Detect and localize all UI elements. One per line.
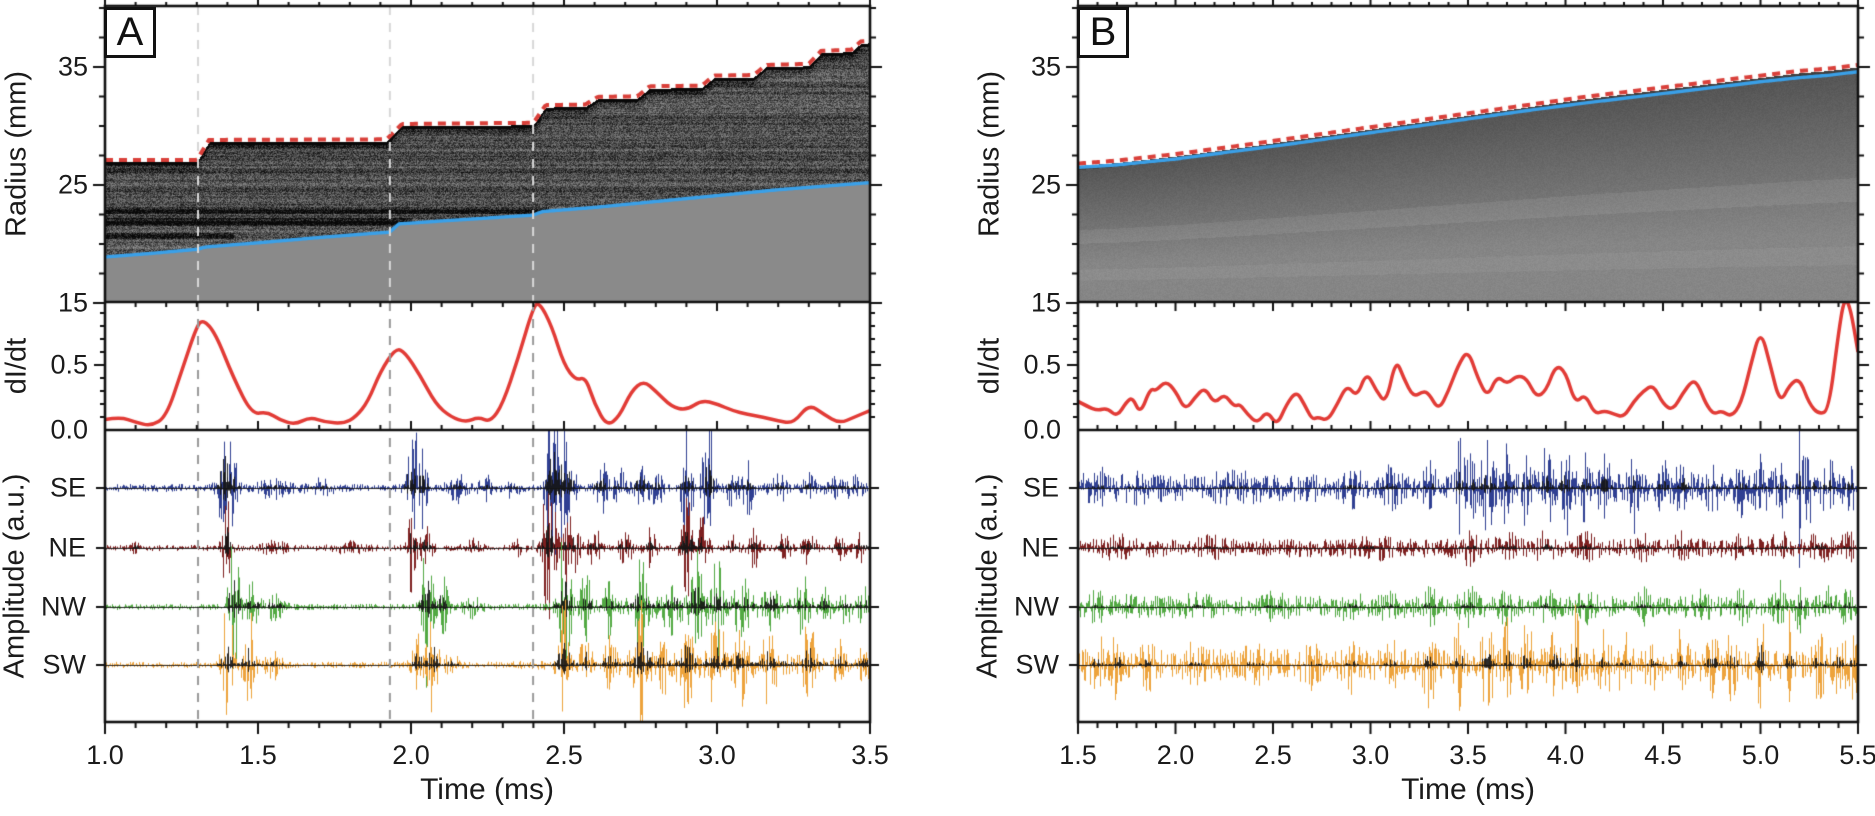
panel-b-time-tick-4.5: 4.5 (1644, 740, 1682, 770)
panel-a-didt-axis-label: dI/dt (0, 337, 33, 395)
panel-b-radius-axis-label: Radius (mm) (973, 71, 1006, 237)
panel-a-label-box: A (104, 7, 156, 58)
panel-b-label-box: B (1077, 7, 1129, 58)
panel-a-trace-label-sw: SW (42, 649, 87, 680)
panel-a-time-axis-label: Time (ms) (420, 773, 554, 806)
panel-b-trace-label-nw: NW (1014, 591, 1059, 622)
panel-a-radius-tick-15: 15 (57, 287, 88, 318)
panel-b-time-tick-5: 5.0 (1741, 740, 1780, 770)
panel-a-radius-tick-25: 25 (57, 169, 88, 200)
panel-b-trace-label-ne: NE (1021, 532, 1059, 563)
panel-a-radius-axis-label: Radius (mm) (0, 71, 33, 237)
panel-b-trace-label-sw: SW (1015, 649, 1060, 680)
panel-b-radius-tick-15: 15 (1030, 287, 1061, 318)
panel-a-time-tick-2.5: 2.5 (545, 740, 583, 770)
panel-a-didt-tick-0: 0.0 (50, 414, 88, 445)
panel-a-amplitude-axis-label: Amplitude (a.u.) (0, 473, 31, 679)
panel-b-time-tick-2.5: 2.5 (1254, 740, 1292, 770)
panel-b-time-tick-3.5: 3.5 (1449, 740, 1487, 770)
panel-b-time-tick-4: 4.0 (1546, 740, 1585, 770)
panel-b-time-tick-5.5: 5.5 (1839, 740, 1875, 770)
panel-a-radius-tick-35: 35 (57, 51, 88, 82)
panel-b-trace-label-se: SE (1022, 472, 1059, 503)
panel-a-label: A (116, 10, 144, 54)
panel-a-trace-label-se: SE (49, 472, 86, 503)
panel-a-trace-label-ne: NE (48, 532, 86, 563)
panel-b-amplitude-axis-label: Amplitude (a.u.) (971, 473, 1004, 679)
panel-b-didt-tick-0: 0.0 (1023, 414, 1061, 445)
panel-b-didt-axis-label: dI/dt (973, 337, 1006, 395)
panel-a-time-tick-3.5: 3.5 (851, 740, 889, 770)
panel-a-didt-tick-0.5: 0.5 (50, 349, 88, 380)
panel-b-time-axis-label: Time (ms) (1401, 773, 1535, 806)
panel-b-didt-tick-0.5: 0.5 (1023, 349, 1061, 380)
panel-b-time-tick-2: 2.0 (1156, 740, 1195, 770)
panel-b-radius-tick-25: 25 (1030, 169, 1061, 200)
panel-b-radius-tick-35: 35 (1030, 51, 1061, 82)
panel-a-time-tick-1.5: 1.5 (239, 740, 277, 770)
panel-b-time-tick-1.5: 1.5 (1059, 740, 1097, 770)
panel-b-time-tick-3: 3.0 (1351, 740, 1390, 770)
panel-a-trace-label-nw: NW (41, 591, 86, 622)
panel-a-time-tick-2: 2.0 (392, 740, 430, 770)
panel-a-time-tick-3: 3.0 (698, 740, 736, 770)
panel-a-time-tick-1: 1.0 (86, 740, 124, 770)
panel-b-label: B (1089, 10, 1117, 54)
